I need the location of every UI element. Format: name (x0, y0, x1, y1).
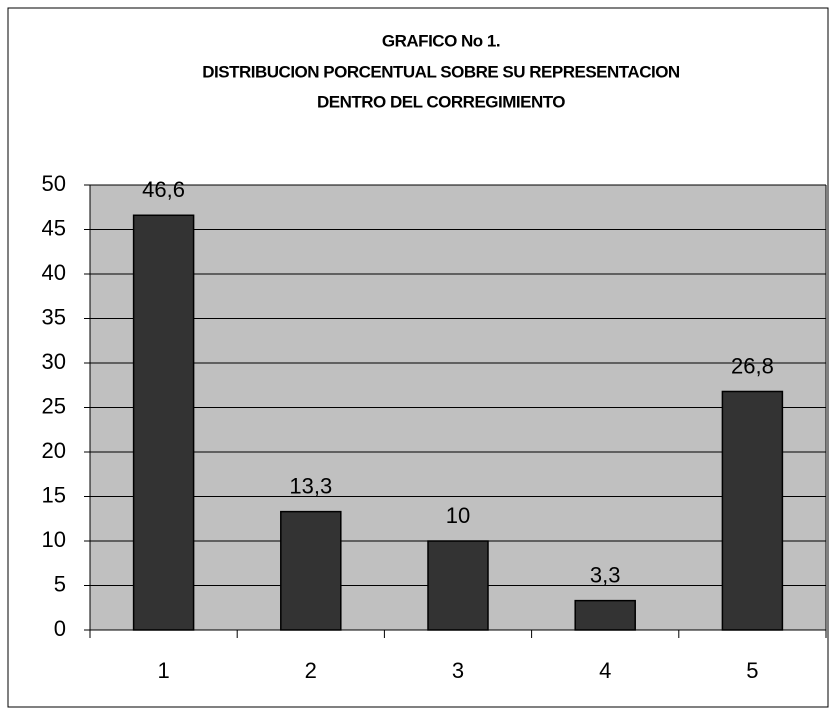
y-tick-label: 50 (42, 171, 66, 196)
y-tick-label: 30 (42, 349, 66, 374)
y-tick-label: 10 (42, 527, 66, 552)
x-tick-label: 3 (452, 658, 464, 683)
x-tick-label: 5 (746, 658, 758, 683)
data-label: 46,6 (142, 177, 185, 202)
data-label: 10 (446, 503, 470, 528)
y-tick-label: 45 (42, 215, 66, 240)
y-tick-label: 25 (42, 393, 66, 418)
y-tick-label: 15 (42, 482, 66, 507)
x-tick-label: 4 (599, 658, 611, 683)
bar (574, 599, 636, 631)
data-label: 3,3 (590, 562, 621, 587)
y-tick-label: 5 (54, 571, 66, 596)
y-tick-label: 40 (42, 260, 66, 285)
x-tick-label: 1 (157, 658, 169, 683)
bar (280, 510, 342, 631)
y-tick-label: 20 (42, 438, 66, 463)
chart-title: GRAFICO No 1. (382, 31, 500, 50)
data-label: 13,3 (289, 473, 332, 498)
chart-title: DISTRIBUCION PORCENTUAL SOBRE SU REPRESE… (202, 62, 680, 81)
bar (132, 214, 195, 631)
bar (427, 540, 489, 631)
y-tick-label: 35 (42, 304, 66, 329)
x-tick-label: 2 (305, 658, 317, 683)
y-tick-label: 0 (54, 616, 66, 641)
bar (721, 390, 784, 631)
chart-title: DENTRO DEL CORREGIMIENTO (317, 92, 565, 111)
data-label: 26,8 (731, 353, 774, 378)
